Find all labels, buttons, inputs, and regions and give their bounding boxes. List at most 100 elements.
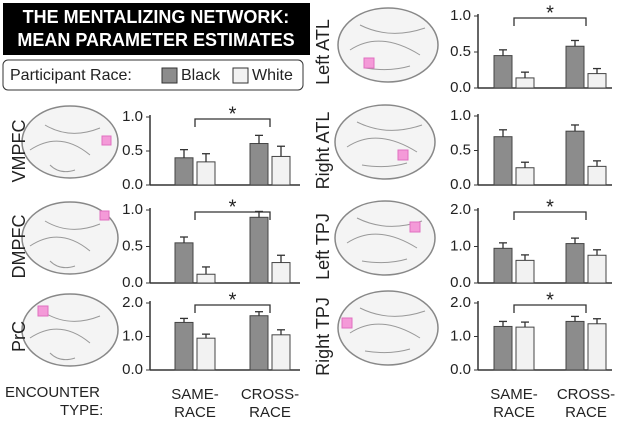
error-bar xyxy=(499,129,507,137)
bar xyxy=(565,45,585,89)
bar xyxy=(271,334,291,371)
x-tick-label: RACE xyxy=(249,404,291,421)
error-bar xyxy=(277,329,285,335)
error-bar xyxy=(202,266,210,275)
bar xyxy=(515,167,535,186)
bar xyxy=(515,77,535,89)
x-tick-label: SAME- xyxy=(490,386,538,403)
title-line: THE MENTALIZING NETWORK: xyxy=(23,7,290,27)
significance-star: * xyxy=(546,2,554,24)
significance-bracket xyxy=(194,211,271,220)
significance-star: * xyxy=(229,103,237,125)
bar xyxy=(174,242,194,284)
error-bar xyxy=(593,318,601,324)
bar xyxy=(196,337,216,371)
error-bar xyxy=(180,148,188,158)
bar xyxy=(587,73,607,89)
bar xyxy=(174,157,194,186)
x-tick-label: RACE xyxy=(565,404,607,421)
bar xyxy=(196,161,216,186)
region-label: Right ATL xyxy=(313,112,333,190)
brain-icon xyxy=(21,7,439,367)
legend-title: Participant Race: xyxy=(10,67,132,84)
y-tick-label: 1.0 xyxy=(450,7,471,24)
error-bar xyxy=(255,134,263,144)
y-tick-label: 1.0 xyxy=(450,237,471,254)
y-tick-label: 0.0 xyxy=(122,361,143,378)
bar xyxy=(249,216,269,284)
significance-star: * xyxy=(229,289,237,311)
bar xyxy=(493,325,513,371)
y-tick-label: 1.0 xyxy=(122,108,143,125)
bar xyxy=(565,130,585,186)
y-tick-label: 0.0 xyxy=(450,274,471,291)
significance-star: * xyxy=(229,196,237,218)
significance-bracket xyxy=(513,17,587,26)
bar xyxy=(271,262,291,284)
region-label: Left TPJ xyxy=(313,213,333,280)
x-tick-label: SAME- xyxy=(171,386,219,403)
y-tick-label: 1.0 xyxy=(450,107,471,124)
error-bar xyxy=(593,67,601,74)
bar xyxy=(249,143,269,186)
bar xyxy=(493,247,513,284)
y-tick-label: 2.0 xyxy=(122,294,143,311)
error-bar xyxy=(499,320,507,327)
bar xyxy=(249,315,269,371)
y-tick-label: 1.0 xyxy=(122,327,143,344)
y-tick-label: 0.0 xyxy=(450,79,471,96)
significance-star: * xyxy=(546,196,554,218)
error-bar xyxy=(180,236,188,243)
error-bar xyxy=(521,71,529,78)
error-bar xyxy=(571,315,579,322)
title-line: MEAN PARAMETER ESTIMATES xyxy=(17,30,294,50)
error-bar xyxy=(571,124,579,132)
error-bar xyxy=(202,153,210,162)
bar xyxy=(493,136,513,186)
bar xyxy=(565,243,585,284)
bar xyxy=(515,326,535,371)
x-axis-label: ENCOUNTER xyxy=(5,384,100,401)
bar xyxy=(587,323,607,371)
error-bar xyxy=(180,317,188,323)
x-tick-label: RACE xyxy=(174,404,216,421)
bar xyxy=(493,55,513,89)
y-tick-label: 2.0 xyxy=(450,201,471,218)
bar xyxy=(515,259,535,284)
y-tick-label: 0.0 xyxy=(450,176,471,193)
error-bar xyxy=(255,311,263,316)
y-tick-label: 2.0 xyxy=(450,294,471,311)
bar xyxy=(587,254,607,284)
error-bar xyxy=(499,242,507,249)
y-tick-label: 0.5 xyxy=(450,141,471,158)
error-bar xyxy=(277,254,285,263)
title-box xyxy=(3,3,310,55)
legend-label: White xyxy=(252,67,293,84)
y-tick-label: 1.0 xyxy=(450,327,471,344)
y-tick-label: 0.5 xyxy=(450,43,471,60)
x-axis-label: TYPE: xyxy=(60,402,103,419)
y-tick-label: 0.0 xyxy=(122,274,143,291)
region-label: Right TPJ xyxy=(313,297,333,376)
bar xyxy=(565,320,585,371)
region-label: DMPFC xyxy=(9,215,29,279)
y-tick-label: 1.0 xyxy=(122,201,143,218)
region-label: PrC xyxy=(9,321,29,352)
legend-swatch xyxy=(232,67,249,84)
error-bar xyxy=(521,254,529,261)
error-bar xyxy=(202,333,210,339)
significance-bracket xyxy=(513,304,587,313)
y-tick-label: 0.5 xyxy=(122,237,143,254)
legend-box xyxy=(2,59,304,91)
significance-star: * xyxy=(546,289,554,311)
error-bar xyxy=(571,237,579,244)
error-bar xyxy=(521,161,529,168)
bar xyxy=(271,155,291,186)
error-bar xyxy=(499,49,507,56)
region-label: VMPFC xyxy=(9,119,29,182)
significance-bracket xyxy=(194,118,271,127)
x-tick-label: CROSS- xyxy=(557,386,615,403)
y-tick-label: 0.0 xyxy=(122,176,143,193)
y-tick-label: 0.5 xyxy=(122,142,143,159)
